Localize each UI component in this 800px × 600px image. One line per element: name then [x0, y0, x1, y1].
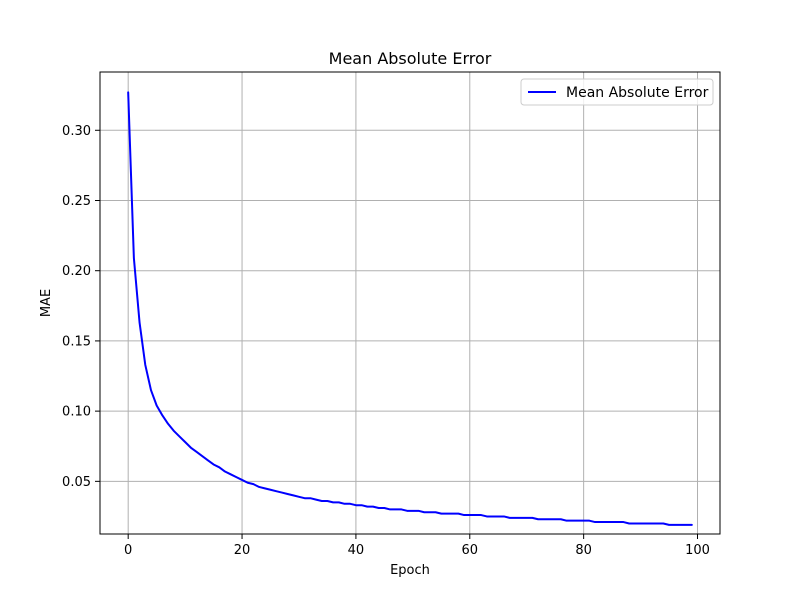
x-tick-label: 60 — [462, 543, 479, 558]
series-layer — [127, 91, 693, 526]
y-tick-label: 0.25 — [62, 194, 91, 209]
legend-box — [520, 78, 714, 106]
x-tick-label: 20 — [234, 543, 251, 558]
y-axis-label: MAE — [39, 289, 54, 317]
chart-title: Mean Absolute Error — [329, 49, 492, 68]
grid — [100, 72, 720, 534]
ticks-layer: 0 20 40 60 80 100 0.05 0.10 0.15 0.20 0.25 0.30 — [62, 124, 710, 558]
y-tick-label: 0.15 — [62, 334, 91, 349]
y-tick-label: 0.30 — [62, 124, 91, 139]
legend: Mean Absolute Error — [520, 78, 714, 106]
x-tick-label: 0 — [124, 543, 132, 558]
y-tick-label: 0.10 — [62, 405, 91, 420]
x-axis-label: Epoch — [390, 563, 430, 578]
plot-frame — [99, 71, 721, 535]
x-tick-label: 100 — [685, 543, 710, 558]
y-tick-label: 0.20 — [62, 264, 91, 279]
x-tick-label: 40 — [348, 543, 365, 558]
y-tick-label: 0.05 — [62, 475, 91, 490]
legend-label: Mean Absolute Error — [566, 85, 709, 101]
x-tick-label: 80 — [575, 543, 592, 558]
series-line — [127, 91, 693, 526]
